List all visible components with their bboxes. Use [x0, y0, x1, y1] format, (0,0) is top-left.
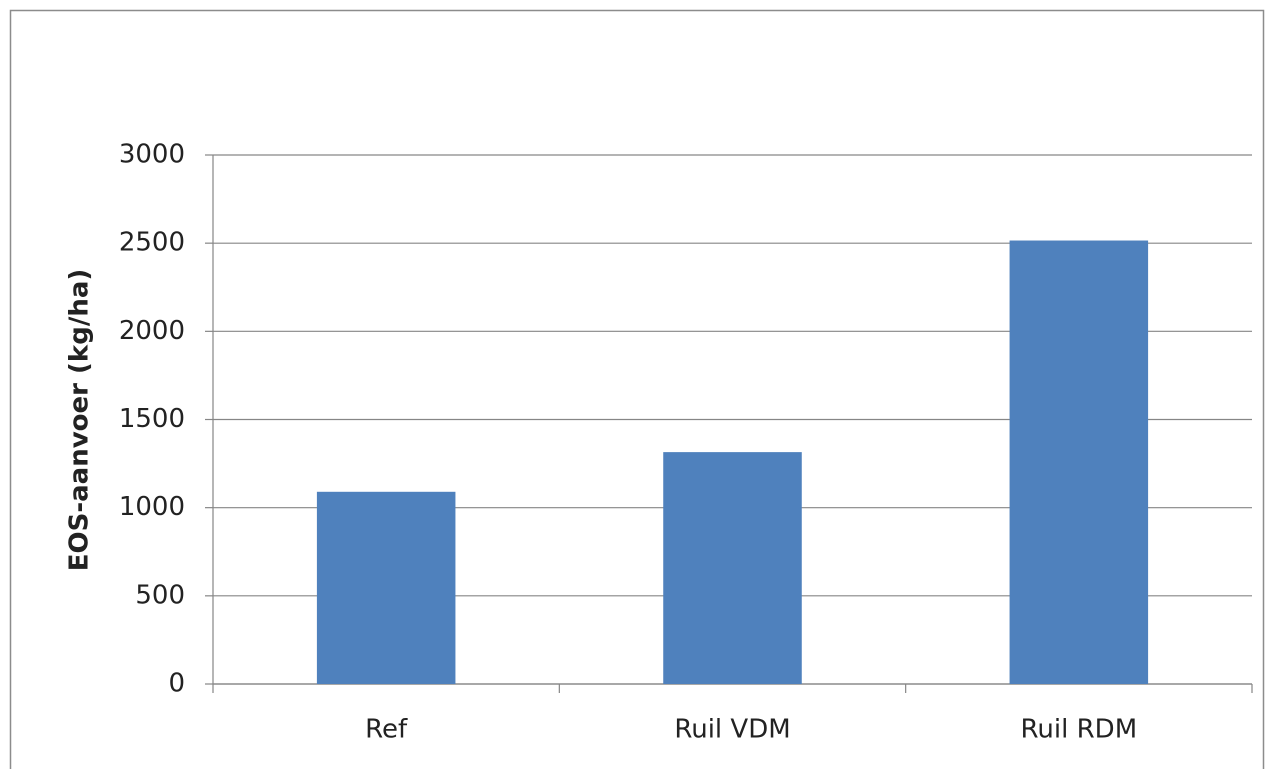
x-tick-label: Ref [365, 715, 408, 745]
x-tick-label: Ruil RDM [1021, 715, 1138, 745]
y-tick-label: 2500 [119, 228, 185, 258]
y-tick-label: 500 [135, 580, 185, 610]
bar [1009, 240, 1149, 684]
bar [316, 491, 456, 684]
y-tick-label: 1000 [119, 492, 185, 522]
bar [663, 452, 802, 684]
y-tick-label: 0 [168, 669, 185, 699]
y-axis-label: EOS-aanvoer (kg/ha) [65, 269, 95, 572]
x-tick-label: Ruil VDM [674, 715, 790, 745]
y-tick-label: 3000 [119, 140, 185, 170]
chart-border [9, 9, 1265, 769]
y-tick-label: 1500 [119, 404, 185, 434]
y-tick-label: 2000 [119, 316, 185, 346]
